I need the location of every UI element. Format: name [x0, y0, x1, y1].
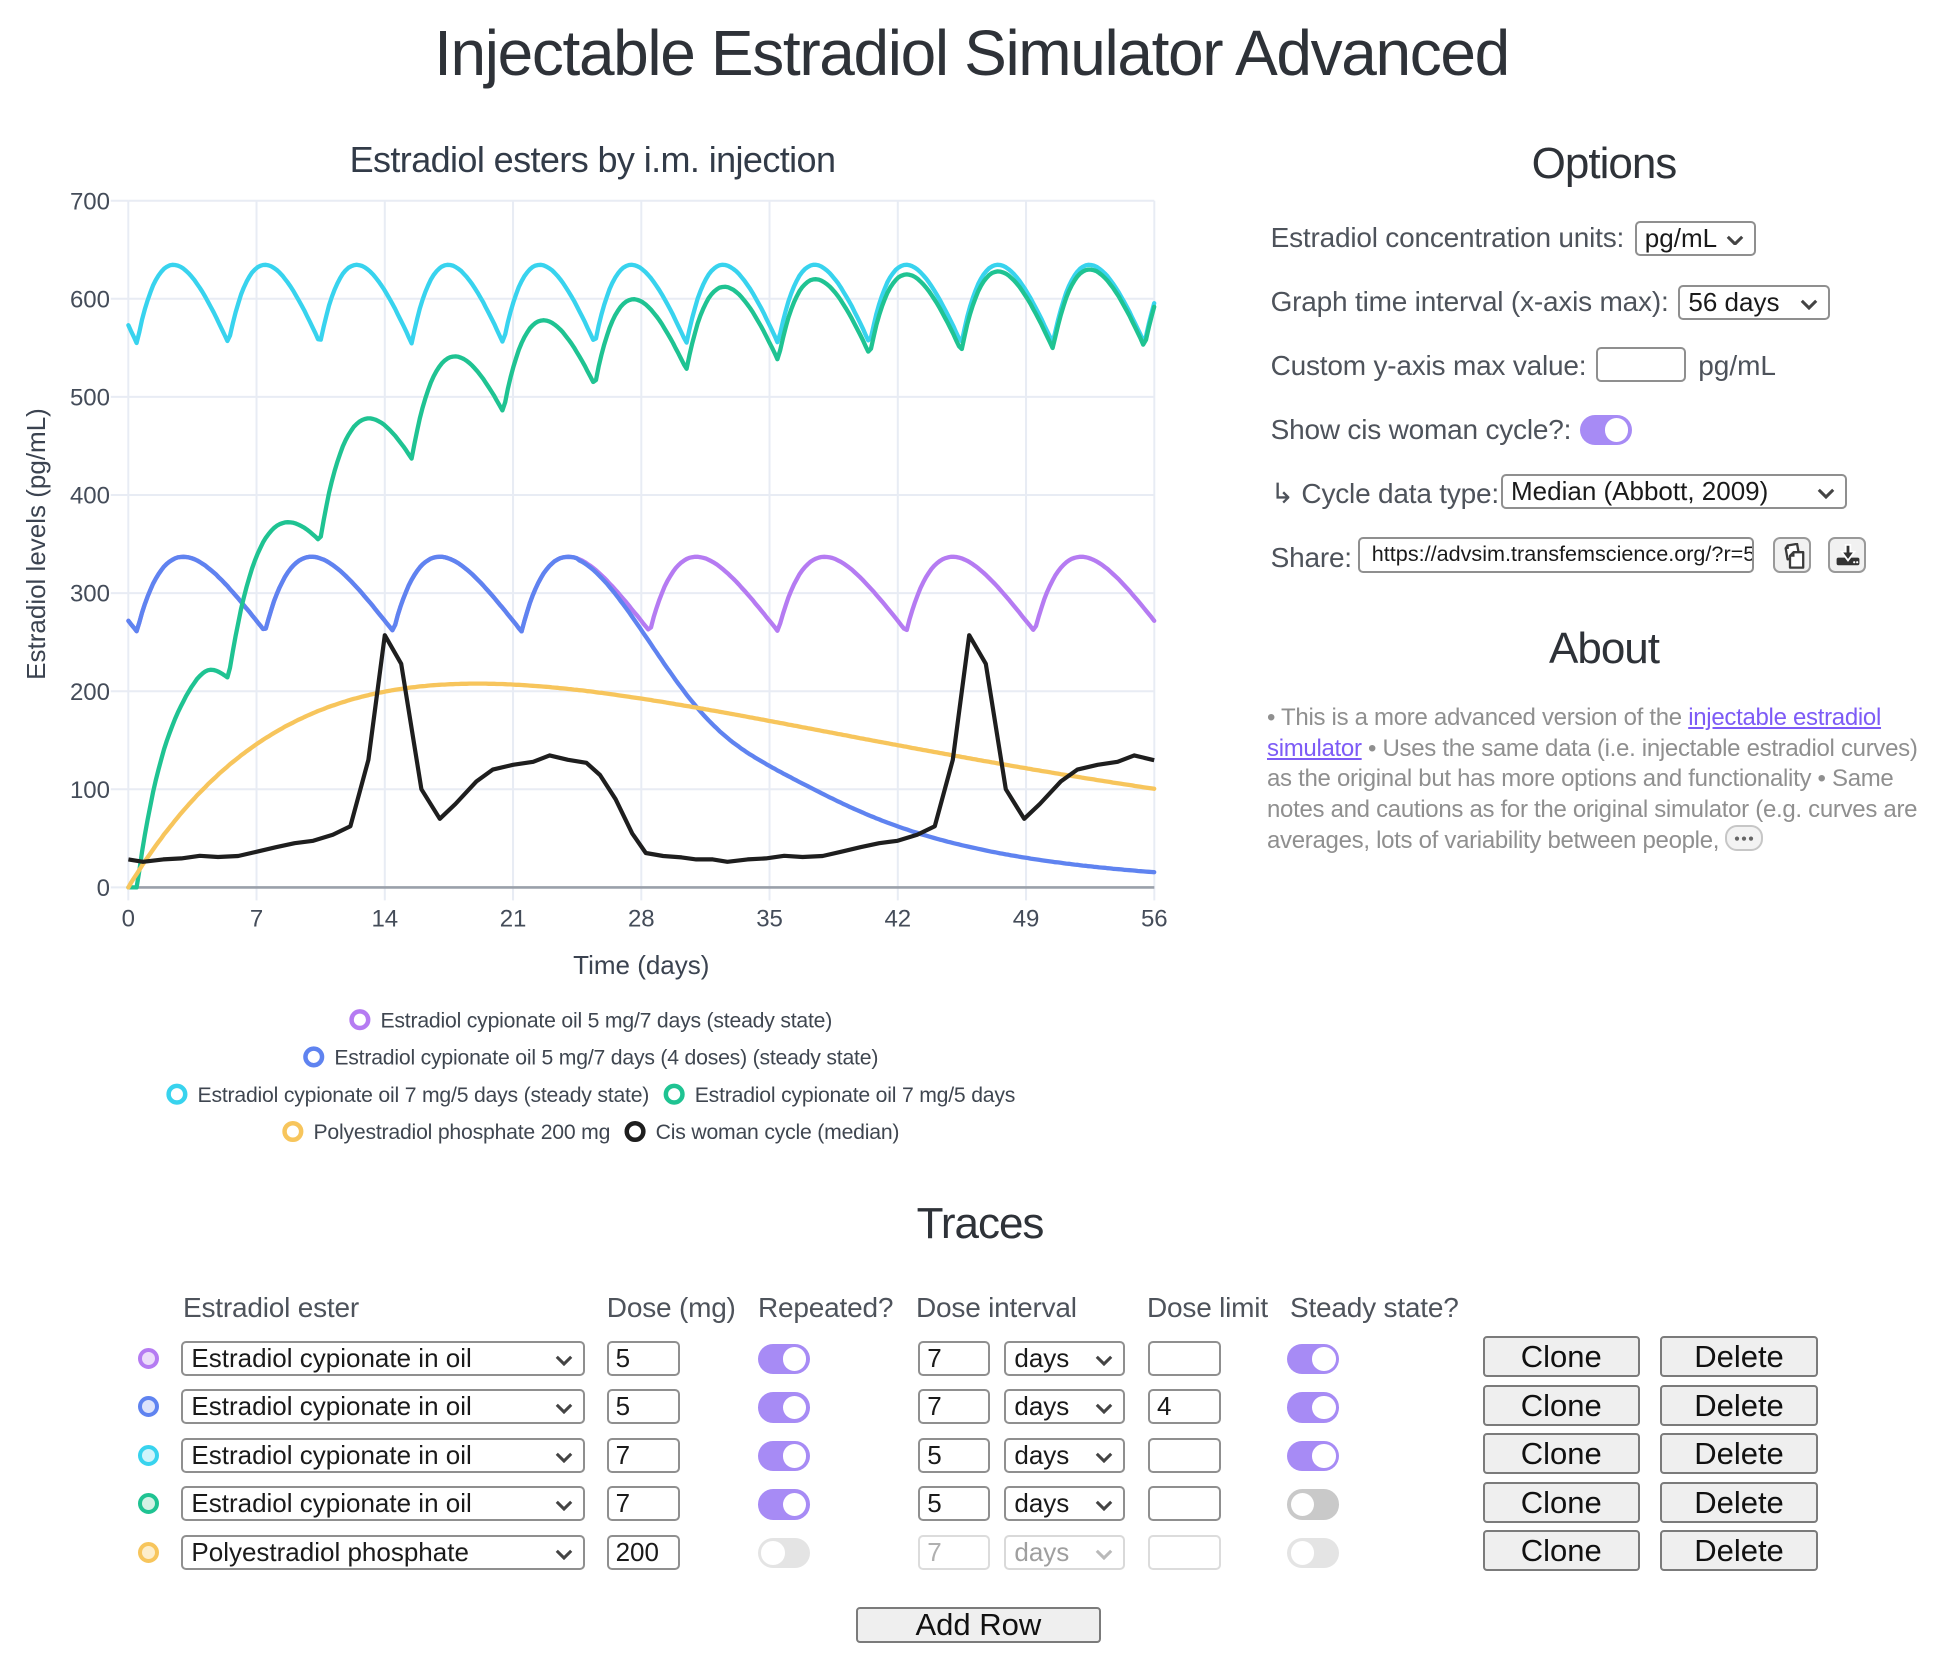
svg-text:Estradiol cypionate oil 7 mg/5: Estradiol cypionate oil 7 mg/5 days — [695, 1084, 1015, 1107]
svg-text:400: 400 — [70, 483, 110, 510]
svg-text:700: 700 — [70, 188, 110, 215]
svg-text:56: 56 — [1141, 906, 1168, 933]
svg-text:0: 0 — [97, 875, 110, 902]
svg-text:300: 300 — [70, 581, 110, 608]
svg-text:Estradiol levels (pg/mL): Estradiol levels (pg/mL) — [21, 408, 51, 680]
svg-text:600: 600 — [70, 286, 110, 313]
svg-text:21: 21 — [500, 906, 527, 933]
svg-text:Estradiol cypionate oil 5 mg/7: Estradiol cypionate oil 5 mg/7 days (ste… — [380, 1009, 832, 1032]
svg-text:28: 28 — [628, 906, 655, 933]
svg-text:35: 35 — [756, 906, 783, 933]
svg-text:Estradiol cypionate oil 7 mg/5: Estradiol cypionate oil 7 mg/5 days (ste… — [198, 1084, 650, 1107]
svg-text:Polyestradiol phosphate 200 mg: Polyestradiol phosphate 200 mg — [313, 1121, 610, 1144]
svg-text:100: 100 — [70, 777, 110, 804]
svg-text:42: 42 — [884, 906, 911, 933]
svg-text:14: 14 — [371, 906, 398, 933]
svg-text:Estradiol cypionate oil 5 mg/7: Estradiol cypionate oil 5 mg/7 days (4 d… — [334, 1047, 878, 1070]
svg-text:0: 0 — [122, 906, 135, 933]
svg-text:7: 7 — [250, 906, 263, 933]
svg-text:Estradiol esters by i.m. injec: Estradiol esters by i.m. injection — [350, 139, 836, 180]
svg-text:Cis woman cycle (median): Cis woman cycle (median) — [656, 1121, 900, 1144]
svg-text:500: 500 — [70, 385, 110, 412]
svg-text:200: 200 — [70, 679, 110, 706]
svg-text:49: 49 — [1013, 906, 1040, 933]
svg-text:Time (days): Time (days) — [573, 950, 709, 980]
